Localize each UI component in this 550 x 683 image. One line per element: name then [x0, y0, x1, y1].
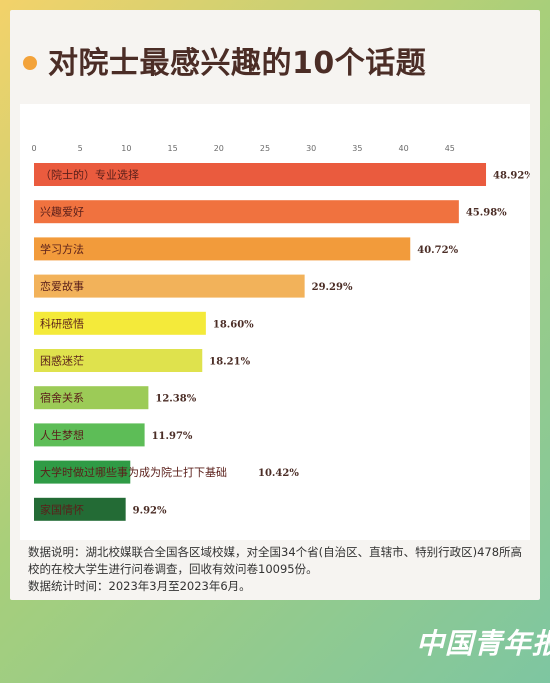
x-tick-label: 15: [168, 144, 178, 153]
note-description: 数据说明：湖北校媒联合全国各区域校媒，对全国34个省(自治区、直辖市、特别行政区…: [28, 545, 523, 576]
bar-category-label: 人生梦想: [40, 428, 84, 442]
bar-value-label: 18.21%: [209, 357, 250, 368]
x-tick-label: 40: [399, 144, 409, 153]
x-tick-label: 10: [121, 144, 131, 153]
x-tick-label: 35: [352, 144, 362, 153]
bar-value-label: 29.29%: [312, 282, 353, 293]
bar-category-label: 困惑迷茫: [40, 354, 84, 368]
bar-category-label: 学习方法: [40, 242, 84, 256]
title-bullet-icon: [23, 56, 37, 70]
title-area: 对院士最感兴趣的10个话题: [10, 32, 540, 92]
bar: [34, 274, 305, 298]
x-tick-label: 25: [260, 144, 270, 153]
x-tick-label: 5: [78, 144, 83, 153]
bar: [34, 386, 149, 410]
page-title: 对院士最感兴趣的10个话题: [48, 46, 427, 81]
bar-value-label: 40.72%: [417, 245, 458, 256]
bar-value-label: 18.60%: [213, 319, 254, 330]
bar: [34, 200, 459, 224]
brand-logo: 中国青年报: [416, 627, 550, 660]
bar-category-label: 家国情怀: [40, 502, 84, 516]
bar-category-label: 宿舍关系: [40, 391, 84, 405]
bar: [34, 311, 206, 335]
bar: [34, 349, 203, 372]
bar-value-label: 48.92%: [493, 171, 530, 182]
bar-value-label: 10.42%: [258, 468, 299, 479]
bar-value-label: 9.92%: [133, 505, 167, 516]
bar-category-label: 兴趣爱好: [40, 205, 84, 219]
bar: [34, 237, 411, 261]
bar-value-label: 45.98%: [466, 208, 507, 219]
x-tick-label: 20: [214, 144, 224, 153]
x-tick-label: 0: [31, 144, 36, 153]
x-tick-label: 30: [306, 144, 316, 153]
bar-value-label: 12.38%: [155, 394, 196, 405]
bar: [34, 460, 131, 484]
bar-category-label: 科研感悟: [40, 316, 84, 330]
bar-category-label: 恋爱故事: [40, 279, 84, 293]
bar: [34, 163, 487, 186]
bar: [34, 423, 145, 447]
data-notes: 数据说明：湖北校媒联合全国各区域校媒，对全国34个省(自治区、直辖市、特别行政区…: [28, 544, 528, 595]
bar-category-label: 大学时做过哪些事为成为院士打下基础: [40, 465, 227, 479]
bar-chart: 0 5 10 15 20 25 30 35 40 45 （院士的）专业选择 48.92% 兴趣爱好 45.…: [31, 144, 530, 521]
x-tick-label: 45: [445, 144, 455, 153]
note-period: 数据统计时间：2023年3月至2023年6月。: [28, 579, 251, 593]
infographic-card: 对院士最感兴趣的10个话题 0 5 10 15 20 25 30 35 40 45 （院士的）专业选…: [10, 10, 540, 600]
bar-category-label: （院士的）专业选择: [40, 168, 139, 182]
chart-panel: 0 5 10 15 20 25 30 35 40 45 （院士的）专业选择 48.92% 兴趣爱好 45.…: [20, 104, 530, 540]
bar: [34, 497, 126, 521]
bar-value-label: 11.97%: [152, 431, 193, 442]
